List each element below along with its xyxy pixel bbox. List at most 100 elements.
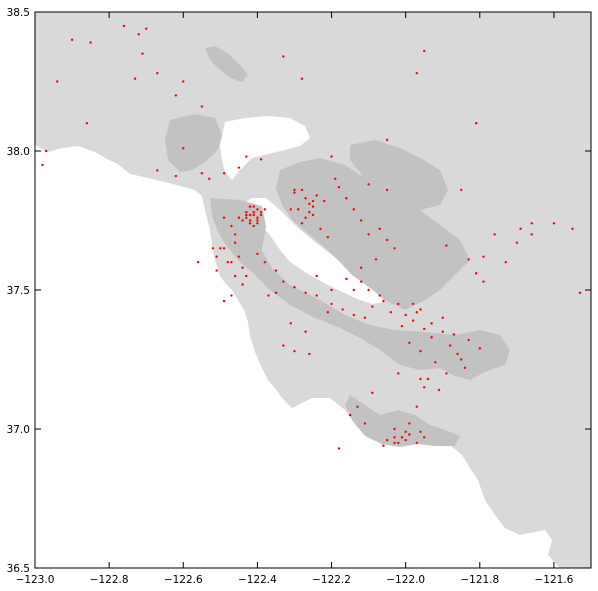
data-point <box>145 27 148 30</box>
data-point <box>200 105 203 108</box>
data-point <box>311 213 315 217</box>
data-point <box>245 216 248 219</box>
data-point <box>441 330 444 333</box>
data-point <box>482 280 485 283</box>
data-point <box>319 227 322 231</box>
data-point <box>182 80 185 83</box>
x-tick-label: −123.0 <box>16 574 55 586</box>
data-point <box>519 227 522 231</box>
data-point <box>304 330 307 333</box>
data-point <box>337 447 341 450</box>
data-point <box>248 222 252 225</box>
data-point <box>389 311 393 314</box>
data-point <box>363 422 367 425</box>
data-point <box>137 33 140 36</box>
data-point <box>237 166 241 169</box>
x-tick-label: −122.0 <box>386 574 425 586</box>
data-point <box>315 294 318 297</box>
data-point <box>408 433 411 436</box>
data-point <box>385 188 389 192</box>
data-point <box>219 247 222 250</box>
data-point <box>304 216 307 219</box>
data-point <box>282 344 285 347</box>
data-point <box>248 219 252 222</box>
data-point <box>274 291 278 294</box>
data-point <box>445 244 448 247</box>
y-tick-label: 38.5 <box>7 7 30 19</box>
data-point <box>378 227 381 231</box>
data-point <box>452 333 456 336</box>
data-point <box>241 283 244 286</box>
data-point <box>408 341 411 345</box>
data-point <box>530 233 533 236</box>
data-point <box>504 261 507 264</box>
data-point <box>245 213 248 217</box>
data-point <box>345 277 348 281</box>
x-axis: −123.0 −122.8 −122.6 −122.4 −122.2 −122.0 −121… <box>16 12 574 586</box>
data-point <box>256 222 259 225</box>
data-point <box>263 261 267 264</box>
data-point <box>404 430 407 433</box>
data-point <box>300 188 304 192</box>
data-point <box>296 208 300 211</box>
data-point <box>408 422 411 425</box>
data-point <box>256 252 259 256</box>
data-point <box>252 213 255 217</box>
data-point <box>397 302 400 306</box>
x-tick-label: −122.2 <box>312 574 351 586</box>
data-point <box>530 222 533 225</box>
data-point <box>174 94 178 97</box>
data-point <box>371 305 374 308</box>
data-point <box>326 235 330 239</box>
data-point <box>222 216 226 219</box>
data-point <box>345 197 348 200</box>
data-point <box>304 197 307 200</box>
data-point <box>174 174 178 178</box>
data-point <box>237 255 241 258</box>
data-point <box>367 233 370 236</box>
data-point <box>293 191 296 194</box>
urban-north-bay <box>165 114 222 172</box>
data-point <box>133 77 137 80</box>
data-point <box>222 172 226 175</box>
data-point <box>233 274 237 278</box>
data-point <box>571 227 574 231</box>
data-point <box>256 219 259 222</box>
data-point <box>304 291 307 294</box>
data-point <box>259 158 263 161</box>
data-point <box>222 247 226 250</box>
data-point <box>282 55 285 58</box>
data-point <box>482 255 485 258</box>
data-point <box>282 280 285 283</box>
data-point <box>382 444 385 447</box>
data-point <box>300 222 304 225</box>
y-tick-label: 36.5 <box>7 563 30 575</box>
data-point <box>378 294 381 297</box>
urban-east-bay <box>276 158 470 310</box>
data-point <box>330 155 333 158</box>
data-point <box>308 210 311 214</box>
data-point <box>263 208 267 211</box>
data-point <box>211 247 215 250</box>
x-tick-label: −122.4 <box>238 574 277 586</box>
data-point <box>400 324 404 328</box>
data-point <box>200 172 203 175</box>
data-point <box>552 222 556 225</box>
data-point <box>341 308 344 311</box>
data-point <box>430 336 433 339</box>
data-point <box>359 266 363 269</box>
x-tick-label: −121.6 <box>535 574 574 586</box>
data-point <box>367 288 370 292</box>
data-point <box>122 24 126 28</box>
x-tick-label: −122.6 <box>164 574 203 586</box>
data-point <box>385 138 389 142</box>
data-point <box>293 188 296 192</box>
data-point <box>411 302 415 306</box>
data-point <box>233 241 237 244</box>
data-point <box>252 210 255 214</box>
data-point <box>156 71 159 75</box>
data-point <box>415 441 418 445</box>
sf-bay-water <box>240 198 385 304</box>
data-point <box>400 436 404 439</box>
